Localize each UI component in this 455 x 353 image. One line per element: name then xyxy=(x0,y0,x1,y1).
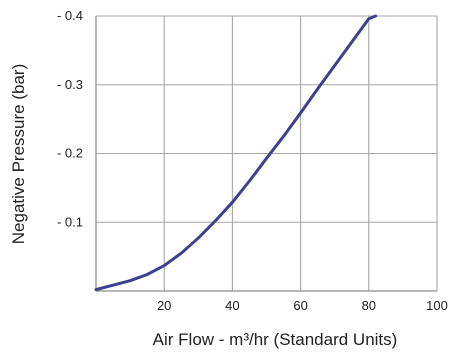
grid-layer xyxy=(96,15,438,291)
y-tick-labels: - 0.1 - 0.2 - 0.3 - 0.4 xyxy=(57,8,83,229)
x-tick-label: 80 xyxy=(362,298,376,313)
frame-layer xyxy=(95,16,437,292)
y-tick-label: - 0.4 xyxy=(57,8,83,23)
x-tick-label: 20 xyxy=(157,298,171,313)
y-axis-label: Negative Pressure (bar) xyxy=(9,64,28,244)
x-tick-label: 60 xyxy=(293,298,307,313)
series-line xyxy=(94,14,378,292)
series-layer xyxy=(94,14,378,292)
x-tick-labels: 20 40 60 80 100 xyxy=(157,298,448,313)
x-axis-label: Air Flow - m³/hr (Standard Units) xyxy=(153,330,398,349)
y-tick-label: - 0.3 xyxy=(57,77,83,92)
x-tick-label: 40 xyxy=(225,298,239,313)
y-tick-label: - 0.1 xyxy=(57,214,83,229)
y-tick-label: - 0.2 xyxy=(57,146,83,161)
x-tick-label: 100 xyxy=(426,298,448,313)
